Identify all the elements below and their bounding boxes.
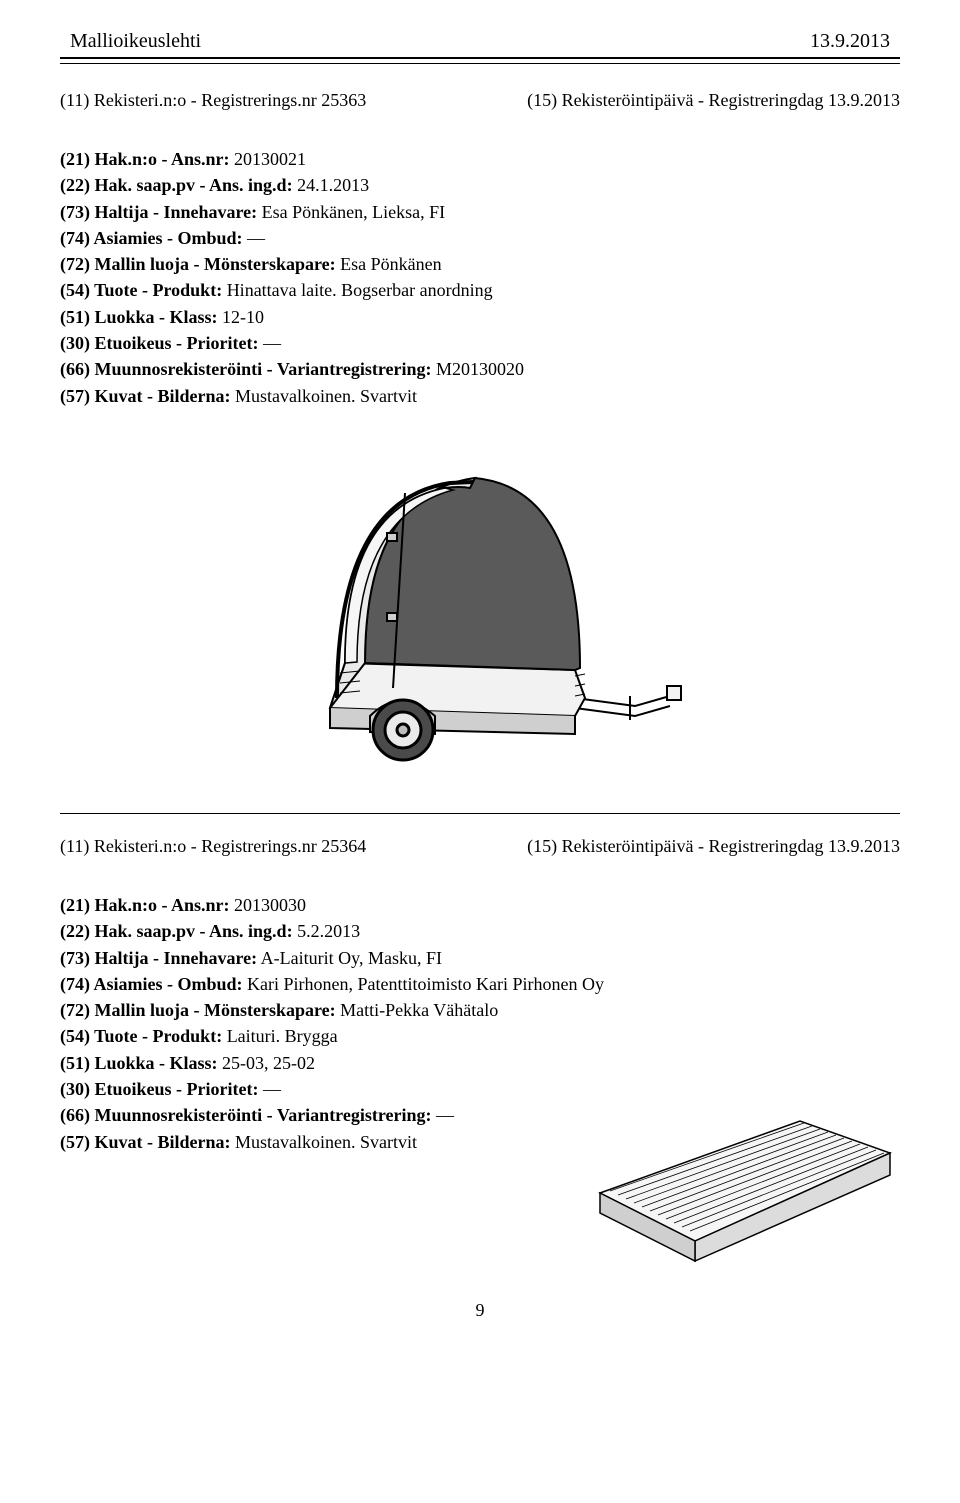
- entry1-l30-value: —: [263, 333, 281, 353]
- entry1-l57-value: Mustavalkoinen. Svartvit: [235, 386, 417, 406]
- entry2-l73-label: (73) Haltija - Innehavare:: [60, 948, 257, 968]
- entry2-l66-label: (66) Muunnosrekisteröinti - Variantregis…: [60, 1105, 432, 1125]
- entry2-body: (21) Hak.n:o - Ans.nr: 20130030 (22) Hak…: [60, 893, 900, 1270]
- page-number: 9: [60, 1300, 900, 1321]
- dock-drawing-icon: [590, 1113, 900, 1263]
- entry1-figure: [60, 438, 900, 773]
- entry2-l57-value: Mustavalkoinen. Svartvit: [235, 1132, 417, 1152]
- entry2-reg-date: (15) Rekisteröintipäivä - Registreringda…: [527, 836, 900, 857]
- entry2-l30-label: (30) Etuoikeus - Prioritet:: [60, 1079, 258, 1099]
- header-rule-thin: [60, 63, 900, 64]
- entry2-l54-value: Laituri. Brygga: [227, 1026, 338, 1046]
- entry2-l22-label: (22) Hak. saap.pv - Ans. ing.d:: [60, 921, 293, 941]
- entry1-body: (21) Hak.n:o - Ans.nr: 20130021 (22) Hak…: [60, 147, 900, 408]
- entry2-l21-label: (21) Hak.n:o - Ans.nr:: [60, 895, 230, 915]
- entry2-reg-date-label: (15) Rekisteröintipäivä - Registreringda…: [527, 836, 823, 856]
- entry2-l51-value: 25-03, 25-02: [222, 1053, 315, 1073]
- entry2-l73-value: A-Laiturit Oy, Masku, FI: [261, 948, 442, 968]
- entry2-l57-label: (57) Kuvat - Bilderna:: [60, 1132, 231, 1152]
- entry-separator: [60, 813, 900, 814]
- entry1-reg-date-value: 13.9.2013: [828, 90, 900, 110]
- entry1-l21-label: (21) Hak.n:o - Ans.nr:: [60, 149, 230, 169]
- entry1-l73-label: (73) Haltija - Innehavare:: [60, 202, 257, 222]
- header-rule-thick: [60, 57, 900, 59]
- entry1-l72-value: Esa Pönkänen: [340, 254, 441, 274]
- entry2-l30-value: —: [263, 1079, 281, 1099]
- entry2-l72-label: (72) Mallin luoja - Mönsterskapare:: [60, 1000, 336, 1020]
- entry1-l54-value: Hinattava laite. Bogserbar anordning: [227, 280, 493, 300]
- entry1-l66-value: M20130020: [436, 359, 524, 379]
- entry2-l72-value: Matti-Pekka Vähätalo: [340, 1000, 498, 1020]
- entry2-l22-value: 5.2.2013: [297, 921, 360, 941]
- entry2-reg-number-label: (11) Rekisteri.n:o - Registrerings.nr: [60, 836, 317, 856]
- entry1-l51-label: (51) Luokka - Klass:: [60, 307, 218, 327]
- entry1-l21-value: 20130021: [234, 149, 306, 169]
- trailer-drawing-icon: [275, 438, 685, 768]
- entry1-reg-number-value: 25363: [321, 90, 366, 110]
- entry2-reg-number: (11) Rekisteri.n:o - Registrerings.nr 25…: [60, 836, 366, 857]
- journal-date: 13.9.2013: [810, 30, 890, 53]
- entry1-l74-value: —: [247, 228, 265, 248]
- entry1-reg-number-label: (11) Rekisteri.n:o - Registrerings.nr: [60, 90, 317, 110]
- entry1-l22-label: (22) Hak. saap.pv - Ans. ing.d:: [60, 175, 293, 195]
- entry2-l74-value: Kari Pirhonen, Patenttitoimisto Kari Pir…: [247, 974, 604, 994]
- entry2-l21-value: 20130030: [234, 895, 306, 915]
- journal-title: Mallioikeuslehti: [70, 30, 201, 53]
- entry1-reg-date: (15) Rekisteröintipäivä - Registreringda…: [527, 90, 900, 111]
- entry2-l66-value: —: [436, 1105, 454, 1125]
- entry2-l54-label: (54) Tuote - Produkt:: [60, 1026, 222, 1046]
- entry1-l66-label: (66) Muunnosrekisteröinti - Variantregis…: [60, 359, 432, 379]
- entry1-l73-value: Esa Pönkänen, Lieksa, FI: [262, 202, 445, 222]
- entry1-l22-value: 24.1.2013: [297, 175, 369, 195]
- entry1-reg-number: (11) Rekisteri.n:o - Registrerings.nr 25…: [60, 90, 366, 111]
- entry2-reg-number-value: 25364: [321, 836, 366, 856]
- entry2-l74-label: (74) Asiamies - Ombud:: [60, 974, 243, 994]
- entry1-l54-label: (54) Tuote - Produkt:: [60, 280, 222, 300]
- entry1-l57-label: (57) Kuvat - Bilderna:: [60, 386, 231, 406]
- entry2-l51-label: (51) Luokka - Klass:: [60, 1053, 218, 1073]
- entry1-l72-label: (72) Mallin luoja - Mönsterskapare:: [60, 254, 336, 274]
- entry1-l51-value: 12-10: [222, 307, 264, 327]
- entry2-figure: [590, 1113, 900, 1269]
- entry1-reg-date-label: (15) Rekisteröintipäivä - Registreringda…: [527, 90, 823, 110]
- entry1-l30-label: (30) Etuoikeus - Prioritet:: [60, 333, 258, 353]
- entry2-reg-date-value: 13.9.2013: [828, 836, 900, 856]
- entry1-l74-label: (74) Asiamies - Ombud:: [60, 228, 243, 248]
